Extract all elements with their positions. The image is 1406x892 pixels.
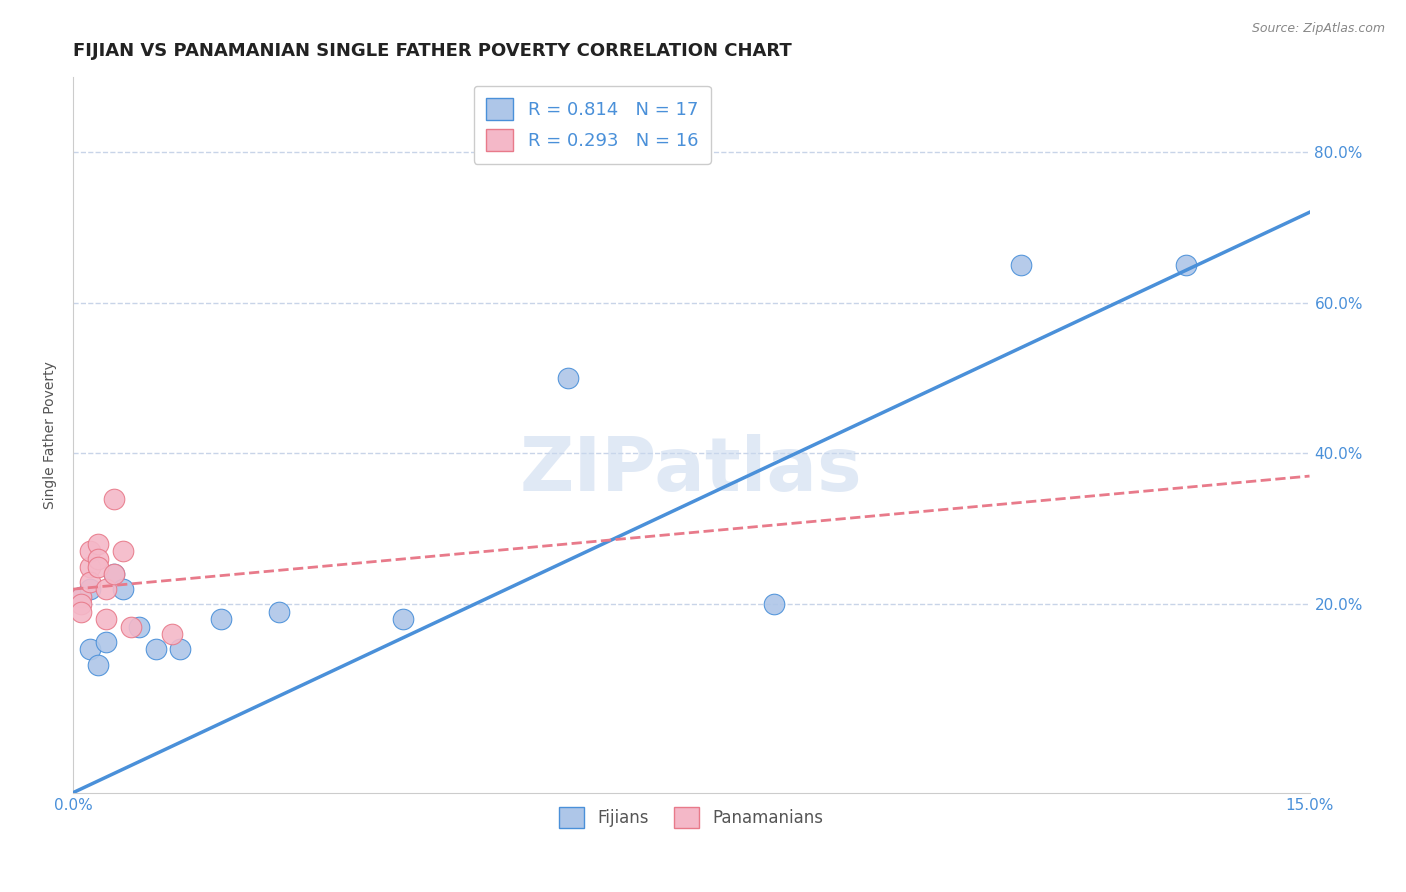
- Point: [70, 597, 93, 611]
- Point: [120, 620, 142, 634]
- Text: FIJIAN VS PANAMANIAN SINGLE FATHER POVERTY CORRELATION CHART: FIJIAN VS PANAMANIAN SINGLE FATHER POVER…: [73, 42, 792, 60]
- Point: [111, 544, 134, 558]
- Point: [391, 612, 413, 626]
- Point: [128, 620, 150, 634]
- Point: [762, 597, 785, 611]
- Point: [103, 567, 125, 582]
- Point: [79, 559, 101, 574]
- Point: [557, 371, 579, 385]
- Point: [79, 642, 101, 657]
- Point: [94, 582, 117, 596]
- Point: [70, 590, 93, 604]
- Legend: Fijians, Panamanians: Fijians, Panamanians: [553, 801, 830, 834]
- Point: [79, 574, 101, 589]
- Point: [169, 642, 191, 657]
- Text: Source: ZipAtlas.com: Source: ZipAtlas.com: [1251, 22, 1385, 36]
- Point: [211, 612, 233, 626]
- Point: [79, 544, 101, 558]
- Point: [94, 612, 117, 626]
- Point: [70, 605, 93, 619]
- Point: [160, 627, 183, 641]
- Point: [87, 657, 110, 672]
- Y-axis label: Single Father Poverty: Single Father Poverty: [44, 360, 58, 508]
- Point: [269, 605, 291, 619]
- Point: [145, 642, 167, 657]
- Point: [87, 537, 110, 551]
- Point: [70, 590, 93, 604]
- Point: [1010, 258, 1032, 272]
- Point: [94, 635, 117, 649]
- Point: [87, 552, 110, 566]
- Text: ZIPatlas: ZIPatlas: [520, 434, 863, 507]
- Point: [111, 582, 134, 596]
- Point: [1174, 258, 1197, 272]
- Point: [87, 559, 110, 574]
- Point: [103, 491, 125, 506]
- Point: [103, 567, 125, 582]
- Point: [79, 582, 101, 596]
